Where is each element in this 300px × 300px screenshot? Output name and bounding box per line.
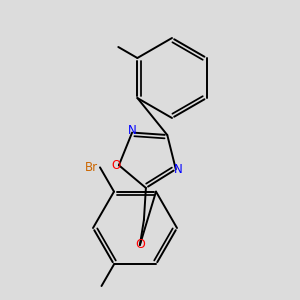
Text: N: N [173,163,182,176]
Text: O: O [135,238,145,251]
Text: O: O [111,159,121,172]
Text: N: N [128,124,136,137]
Text: Br: Br [85,161,98,174]
